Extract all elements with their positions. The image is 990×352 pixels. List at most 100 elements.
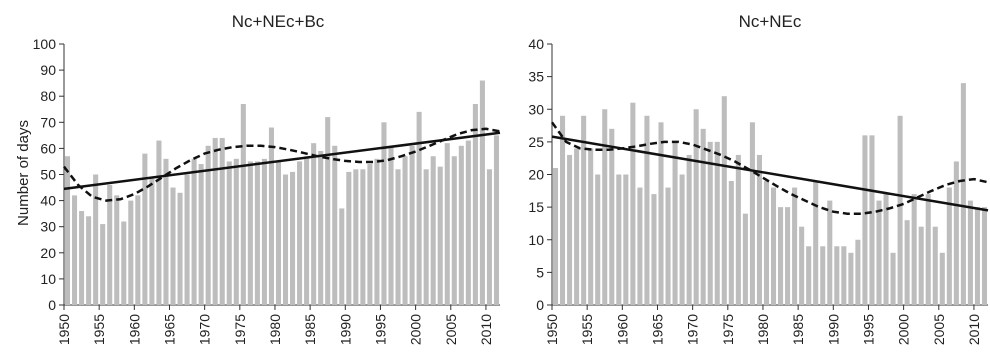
bar <box>609 128 615 305</box>
bar <box>247 161 253 305</box>
y-tick-label: 15 <box>528 199 544 215</box>
y-tick-label: 20 <box>528 167 544 183</box>
bar <box>233 158 239 305</box>
bar-series <box>552 83 988 306</box>
y-tick-label: 50 <box>40 167 56 183</box>
bar <box>728 181 734 305</box>
bar <box>254 161 260 305</box>
bar <box>883 194 889 305</box>
bar <box>416 111 422 305</box>
bar <box>763 181 770 305</box>
bar <box>953 161 959 305</box>
x-tick-label: 1995 <box>372 314 388 345</box>
x-tick-label: 2010 <box>966 314 982 345</box>
x-tick-label: 1970 <box>197 314 213 345</box>
bar <box>297 161 303 305</box>
bar <box>827 200 833 305</box>
bar <box>932 226 938 305</box>
bar <box>219 137 225 305</box>
y-tick-label: 40 <box>528 36 544 52</box>
bar <box>156 140 162 305</box>
bar <box>261 158 267 305</box>
bar <box>581 115 587 306</box>
bar <box>778 207 784 305</box>
x-tick-label: 2005 <box>443 314 459 345</box>
bar <box>911 194 917 305</box>
bar <box>381 122 387 305</box>
bar <box>714 141 720 305</box>
bar <box>862 135 868 305</box>
y-tick-label: 0 <box>536 297 544 313</box>
bar <box>100 224 106 305</box>
bar <box>770 187 777 305</box>
bar <box>960 83 966 306</box>
y-tick-label: 35 <box>528 69 544 85</box>
bar <box>869 135 875 305</box>
bar <box>325 117 331 305</box>
x-tick-label: 1975 <box>720 314 736 345</box>
x-tick-label: 1980 <box>755 314 771 345</box>
x-tick-label: 2000 <box>408 314 424 345</box>
bar <box>756 154 762 305</box>
chart-panel-nc-nec: Nc+NEc 0 5 10 15 20 25 30 35 40 1950 1955 1960 1965 1… <box>528 12 989 345</box>
bar <box>813 181 819 305</box>
bar <box>451 156 457 305</box>
bar <box>574 148 580 305</box>
bar <box>700 128 706 305</box>
bar <box>395 169 401 305</box>
bar <box>637 187 643 305</box>
y-tick-label: 90 <box>40 62 56 78</box>
bar <box>332 145 338 305</box>
bar <box>686 154 692 305</box>
x-tick-label: 1985 <box>302 314 318 345</box>
bar <box>437 166 443 305</box>
bar <box>644 115 650 306</box>
bar <box>820 246 826 305</box>
bar <box>290 171 296 305</box>
bar <box>595 174 601 305</box>
x-tick-label: 1965 <box>649 314 665 345</box>
bar <box>785 207 791 305</box>
bar <box>890 252 896 305</box>
bar <box>339 208 345 305</box>
bar <box>86 216 92 305</box>
bar <box>672 141 678 305</box>
bar <box>388 145 394 305</box>
polynomial-trend-line <box>63 127 501 202</box>
bar <box>721 96 727 305</box>
bar <box>749 122 755 305</box>
bar <box>114 195 120 305</box>
x-tick-label: 1950 <box>56 314 72 345</box>
bar <box>135 195 141 305</box>
x-tick-label: 2010 <box>478 314 494 345</box>
x-tick-label: 1980 <box>267 314 283 345</box>
bar <box>465 140 471 305</box>
bar <box>128 200 134 305</box>
bar <box>552 167 559 305</box>
axes: 0 10 20 30 40 50 60 70 80 90 100 1950 1955 1960 1965 19… <box>33 36 500 345</box>
bar <box>486 169 492 305</box>
bar <box>925 194 931 305</box>
bar <box>841 246 847 305</box>
bar <box>64 156 71 305</box>
bar <box>665 187 671 305</box>
bar <box>318 151 324 305</box>
y-tick-label: 0 <box>48 297 56 313</box>
bar <box>693 109 699 305</box>
bar <box>226 161 232 305</box>
bar <box>967 200 973 305</box>
trend-lines <box>63 127 501 202</box>
x-tick-label: 1965 <box>161 314 177 345</box>
bar <box>402 156 408 305</box>
bar <box>170 187 176 305</box>
bar <box>346 171 352 305</box>
bar <box>735 154 741 305</box>
x-tick-label: 1955 <box>91 314 107 345</box>
y-tick-label: 10 <box>528 232 544 248</box>
x-tick-label: 2000 <box>896 314 912 345</box>
bar <box>458 145 464 305</box>
bar <box>630 102 636 305</box>
bar <box>876 200 882 305</box>
bar <box>479 80 485 305</box>
